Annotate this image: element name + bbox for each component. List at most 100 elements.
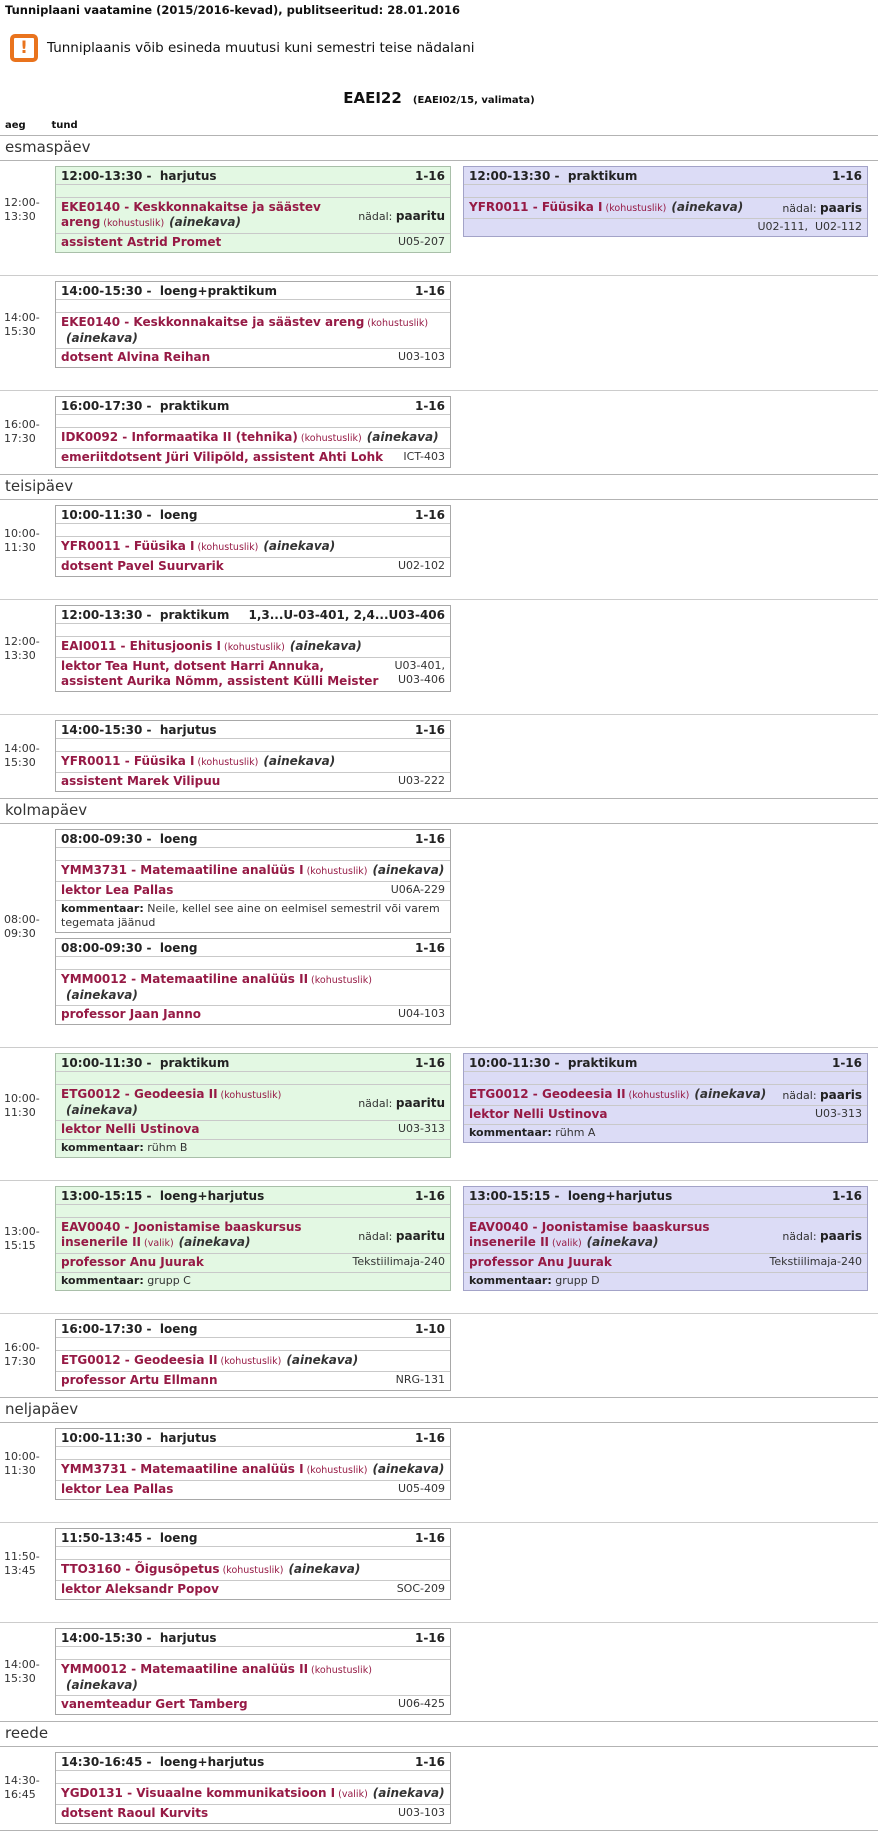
ainekava-link[interactable]: (ainekava) [372,1786,445,1800]
lesson-weeks: 1-16 [831,169,862,183]
card-spacer [56,1646,450,1659]
ainekava-link[interactable]: (ainekava) [263,754,336,768]
teacher-links[interactable]: professor Anu Juurak [61,1255,204,1269]
course-row: ETG0012 - Geodeesia II(kohustuslik) (aine… [56,1350,450,1371]
teacher-links[interactable]: lektor Lea Pallas [61,883,174,897]
teacher-links[interactable]: assistent Marek Vilipuu [61,774,221,788]
schedule-row: 13:00- 15:15 13:00-15:15 - loeng+harjutus 1… [0,1180,878,1297]
teacher-links[interactable]: dotsent Alvina Reihan [61,350,211,364]
course-info: YGD0131 - Visuaalne kommunikatsioon I (va… [61,1786,445,1802]
day-section: neljapäev 10:00- 11:30 10:00-11:30 - harjut… [0,1397,878,1721]
row-columns: 12:00-13:30 - harjutus 1-16 EKE0140 - Kesk… [55,166,878,253]
teacher-links[interactable]: professor Anu Juurak [469,1255,612,1269]
teacher-links[interactable]: lektor Tea Hunt, dotsent Harri Annuka, a… [61,659,379,688]
teacher-links[interactable]: dotsent Raoul Kurvits [61,1806,209,1820]
card-header: 08:00-09:30 - loeng 1-16 [56,830,450,847]
ainekava-link[interactable]: (ainekava) [366,430,439,444]
course-link[interactable]: IDK0092 - Informaatika II (tehnika) [61,430,298,444]
teacher-room-row: lektor Lea Pallas U06A-229 [56,881,450,900]
course-link[interactable]: YMM0012 - Matemaatiline analüüs II [61,1662,309,1676]
course-link[interactable]: YFR0011 - Füüsika I [61,539,195,553]
course-row: YGD0131 - Visuaalne kommunikatsioon I (va… [56,1783,450,1804]
teacher-links[interactable]: lektor Nelli Ustinova [469,1107,608,1121]
schedule-row: 10:00- 11:30 10:00-11:30 - praktikum 1-16 ET… [0,1047,878,1164]
course-link[interactable]: ETG0012 - Geodeesia II [469,1087,626,1101]
ainekava-link[interactable]: (ainekava) [289,639,362,653]
time-label: 10:00- 11:30 [0,1428,55,1500]
row-columns: 13:00-15:15 - loeng+harjutus 1-16 EAV0040 … [55,1186,878,1291]
ainekava-link[interactable]: (ainekava) [671,200,744,214]
left-column: 10:00-11:30 - praktikum 1-16 ETG0012 - Geo… [55,1053,451,1158]
course-link[interactable]: TTO3160 - Õigusõpetus [61,1562,220,1576]
time-label-line: 13:00- [4,1224,40,1238]
lesson-card: 16:00-17:30 - loeng 1-10 ETG0012 - Geodees… [55,1319,451,1391]
day-rows: 08:00- 09:30 08:00-09:30 - loeng 1-16 YMM373… [0,824,878,1397]
teacher-links[interactable]: lektor Lea Pallas [61,1482,174,1496]
ainekava-link[interactable]: (ainekava) [263,539,336,553]
course-requirement-label: (kohustuslik) [628,1090,690,1101]
teacher-links[interactable]: vanemteadur Gert Tamberg [61,1697,248,1711]
lesson-time-type: 12:00-13:30 - praktikum [61,608,230,622]
course-requirement-label: (kohustuslik) [311,975,372,986]
teacher-room-row: lektor Lea Pallas U05-409 [56,1480,450,1499]
ainekava-link[interactable]: (ainekava) [66,331,138,345]
schedule-row: 14:00- 15:30 14:00-15:30 - harjutus 1-16 YFR… [0,714,878,798]
ainekava-link[interactable]: (ainekava) [178,1235,251,1249]
teacher-links[interactable]: emeriitdotsent Jüri Vilipõld, assistent … [61,450,384,464]
course-link[interactable]: EAV0040 - Joonistamise baaskursus insene… [469,1220,710,1249]
time-label-line: 11:50- [4,1550,40,1563]
day-divider [0,499,878,500]
ainekava-link[interactable]: (ainekava) [66,988,138,1002]
week-parity-value: paaritu [395,1228,445,1243]
teacher-links[interactable]: assistent Astrid Promet [61,235,222,249]
ainekava-link[interactable]: (ainekava) [586,1235,659,1249]
course-link[interactable]: EAI0011 - Ehitusjoonis I [61,639,222,653]
day-header: teisipäev [5,477,74,495]
page-title: Tunniplaani vaatamine (2015/2016-kevad),… [5,3,460,17]
teacher-room-row: dotsent Pavel Suurvarik U02-102 [56,557,450,576]
course-link[interactable]: EKE0140 - Keskkonnakaitse ja säästev are… [61,200,321,229]
course-row: EAI0011 - Ehitusjoonis I (kohustuslik) (ai… [56,636,450,657]
room-label: NRG-131 [395,1373,445,1386]
course-link[interactable]: YMM3731 - Matemaatiline analüüs I [61,863,304,877]
course-link[interactable]: EKE0140 - Keskkonnakaitse ja säästev are… [61,315,365,329]
teacher-room-row: lektor Aleksandr Popov SOC-209 [56,1580,450,1599]
ainekava-link[interactable]: (ainekava) [694,1087,767,1101]
left-column: 11:50-13:45 - loeng 1-16 TTO3160 - Õigusõp… [55,1528,451,1600]
time-label-line: 16:00- [4,418,40,431]
lesson-card: 13:00-15:15 - loeng+harjutus 1-16 EAV0040 … [463,1186,868,1291]
course-link[interactable]: YFR0011 - Füüsika I [61,754,195,768]
ainekava-link[interactable]: (ainekava) [66,1678,138,1692]
teacher-links[interactable]: professor Jaan Janno [61,1007,202,1021]
lesson-time-type: 12:00-13:30 - harjutus [61,169,217,183]
course-link[interactable]: YFR0011 - Füüsika I [469,200,603,214]
ainekava-link[interactable]: (ainekava) [288,1562,361,1576]
course-link[interactable]: YMM0012 - Matemaatiline analüüs II [61,972,309,986]
time-label: 14:30- 16:45 [0,1752,55,1824]
lesson-card: 12:00-13:30 - praktikum 1-16 YFR0011 - Füü… [463,166,868,237]
schedule-row: 14:00- 15:30 14:00-15:30 - harjutus 1-16 YMM… [0,1622,878,1721]
lesson-card: 14:00-15:30 - loeng+praktikum 1-16 EKE0140… [55,281,451,368]
course-link[interactable]: YGD0131 - Visuaalne kommunikatsioon I [61,1786,336,1800]
teacher-room-row: lektor Nelli Ustinova U03-313 [464,1105,867,1124]
teacher-links[interactable]: lektor Nelli Ustinova [61,1122,200,1136]
teacher-links[interactable]: dotsent Pavel Suurvarik [61,559,224,573]
ainekava-link[interactable]: (ainekava) [286,1353,359,1367]
course-requirement-label: (kohustuslik) [306,866,368,877]
teacher-links[interactable]: lektor Aleksandr Popov [61,1582,219,1596]
day-section: esmaspäev 12:00- 13:30 12:00-13:30 - harjut… [0,135,878,474]
ainekava-link[interactable]: (ainekava) [372,1462,445,1476]
ainekava-link[interactable]: (ainekava) [169,215,242,229]
time-label: 13:00- 15:15 [0,1186,55,1291]
lesson-time-type: 10:00-11:30 - praktikum [469,1056,638,1070]
ainekava-link[interactable]: (ainekava) [372,863,445,877]
course-link[interactable]: ETG0012 - Geodeesia II [61,1353,218,1367]
course-link[interactable]: ETG0012 - Geodeesia II [61,1087,218,1101]
course-link[interactable]: EAV0040 - Joonistamise baaskursus insene… [61,1220,302,1249]
teacher-room-row: dotsent Alvina Reihan U03-103 [56,348,450,367]
teacher-links[interactable]: professor Artu Ellmann [61,1373,218,1387]
day-section: teisipäev 10:00- 11:30 10:00-11:30 - loeng 1… [0,474,878,798]
ainekava-link[interactable]: (ainekava) [66,1103,138,1117]
course-link[interactable]: YMM3731 - Matemaatiline analüüs I [61,1462,304,1476]
time-label: 12:00- 13:30 [0,605,55,692]
